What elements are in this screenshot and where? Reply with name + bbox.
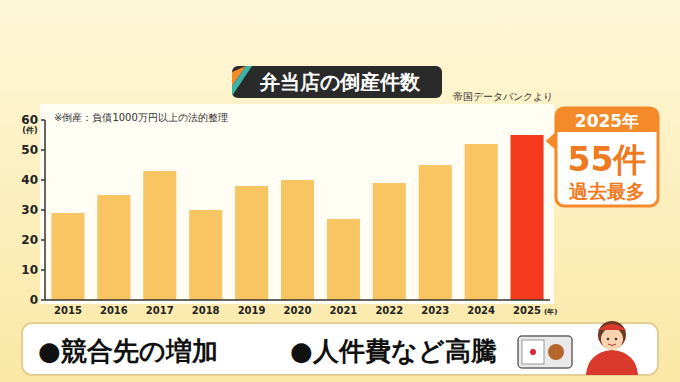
bar [373,183,406,300]
source: 帝国データバンクより [453,91,553,102]
x-tick-label: 2020 [284,305,312,316]
illustration [518,321,638,375]
title-box [232,66,442,98]
bento-food [548,344,564,360]
y-tick-label: 40 [21,173,38,187]
y-tick [41,149,45,151]
bar [281,180,314,300]
x-tick-label: 2025 [513,305,541,316]
bar [97,195,130,300]
banner [22,323,658,375]
callout-header [556,108,658,132]
y-tick [41,299,45,301]
callout-header-text: 2025年 [575,111,639,131]
y-tick-label: 60 [21,113,38,127]
chart: 弁当店の倒産件数帝国データバンクより ※倒産：負債1000万円以上の法的整理 0 10… [0,0,680,382]
x-tick-label: 2023 [421,305,449,316]
y-tick-label: 50 [21,143,38,157]
x-tick-label: 2021 [329,305,357,316]
bar [235,186,268,300]
y-tick [41,119,45,121]
bento-rice [522,340,544,364]
plot-panel [40,104,554,304]
y-tick [41,239,45,241]
x-axis [45,299,550,301]
bar [51,213,84,300]
person-mouth [608,344,616,346]
person-eye [615,338,618,341]
person-body [586,350,638,375]
bar [465,144,498,300]
point-text: ●競合先の増加 [38,336,218,366]
y-tick-label: 30 [21,203,38,217]
bar [511,135,544,300]
bento-plum [530,349,536,355]
bar [189,210,222,300]
x-tick-label: 2022 [375,305,403,316]
person-face [601,328,623,350]
bento [518,336,572,368]
x-tick-label: 2018 [192,305,220,316]
y-tick-label: 0 [30,293,38,307]
x-tick-label: 2016 [100,305,128,316]
point-text: ●人件費など高騰 [290,336,497,366]
x-tick-label: 2015 [54,305,82,316]
bar [419,165,452,300]
callout-pointer [546,131,557,151]
bar [143,171,176,300]
person-hair [598,321,626,349]
background [0,0,680,382]
title: 弁当店の倒産件数 [259,70,421,94]
y-tick-label: 10 [21,263,38,277]
y-tick-label: 20 [21,233,38,247]
bar [327,219,360,300]
y-tick [41,179,45,181]
bars [51,135,543,300]
callout-text: 過去最多 [568,180,645,202]
x-tick-label: 2024 [467,305,495,316]
x-tick-label: 2017 [146,305,174,316]
callout-box [556,108,658,206]
y-axis-label: (件) [22,126,37,135]
x-axis-label: (年) [544,308,557,316]
y-tick [41,269,45,271]
y-tick [41,209,45,211]
note: ※倒産：負債1000万円以上の法的整理 [54,112,228,123]
title-accent [232,66,252,96]
person-eye [607,338,610,341]
x-tick-label: 2019 [238,305,266,316]
person-cap [598,324,626,330]
callout-value: 55件 [568,140,647,179]
